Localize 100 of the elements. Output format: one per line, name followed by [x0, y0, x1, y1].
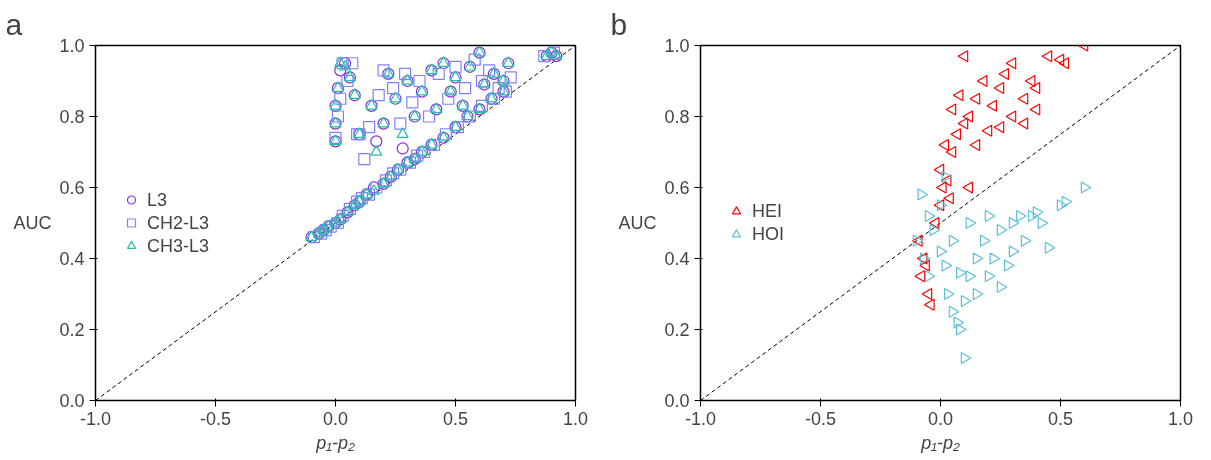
point	[943, 192, 954, 205]
y-tick-label: 0.8	[59, 107, 85, 127]
point	[952, 89, 964, 102]
point	[468, 53, 481, 66]
point	[969, 138, 981, 151]
x-tick-label: -0.5	[804, 408, 837, 429]
point	[1015, 209, 1027, 222]
point	[962, 110, 974, 123]
y-tick-label: 0.6	[59, 178, 85, 198]
point	[979, 234, 991, 247]
point	[940, 174, 952, 187]
x-axis-title: p₁-p₂	[315, 432, 355, 453]
point	[1080, 181, 1092, 194]
point	[976, 74, 988, 88]
point	[346, 57, 359, 70]
point	[341, 74, 354, 88]
point	[334, 92, 347, 105]
point	[984, 270, 996, 283]
legend-label: HEI	[752, 200, 783, 222]
y-tick-label: 1.0	[664, 36, 690, 56]
point	[969, 92, 981, 105]
point	[399, 67, 412, 80]
point	[921, 287, 933, 301]
y-tick-label: 0.4	[664, 249, 690, 269]
legend-label: HOI	[752, 223, 785, 245]
y-tick-label: 0.0	[59, 391, 85, 411]
y-tick-label: 0.6	[664, 178, 690, 198]
point	[334, 64, 347, 77]
point	[1061, 195, 1073, 208]
point	[993, 121, 1005, 134]
point	[993, 82, 1005, 95]
point	[423, 110, 436, 123]
chart-title: a	[5, 7, 23, 41]
point	[1044, 241, 1056, 254]
point	[331, 110, 344, 123]
point	[413, 74, 426, 88]
x-axis-title: p₁-p₂	[920, 432, 960, 453]
point	[996, 224, 1008, 237]
x-tick-label: 0.0	[927, 408, 954, 429]
point	[998, 67, 1010, 80]
y-tick-label: 0.2	[664, 320, 690, 340]
point	[1008, 245, 1020, 258]
point	[370, 135, 383, 148]
y-axis-title: AUC	[618, 213, 657, 233]
x-tick-label: 1.0	[1167, 408, 1194, 429]
legend-label: CH2-L3	[147, 212, 210, 233]
point	[372, 89, 385, 102]
x-tick-label: 0.5	[442, 408, 469, 429]
legend-label: CH3-L3	[147, 235, 210, 256]
x-tick-label: -0.5	[199, 408, 232, 429]
point	[945, 145, 957, 159]
x-tick-label: -1.0	[684, 408, 717, 429]
y-tick-label: 0.0	[664, 391, 690, 411]
y-tick-label: 0.2	[59, 320, 85, 340]
y-tick-label: 0.4	[59, 249, 85, 269]
point	[1027, 209, 1039, 222]
point	[996, 280, 1008, 293]
point	[363, 121, 376, 134]
point	[957, 50, 969, 63]
point	[442, 92, 455, 105]
point	[396, 127, 409, 139]
point	[377, 64, 390, 77]
point	[950, 128, 962, 141]
point	[1020, 234, 1032, 247]
x-tick-label: 1.0	[562, 408, 589, 429]
point	[938, 138, 950, 151]
point	[989, 252, 1001, 265]
point	[962, 181, 974, 194]
point	[459, 82, 472, 95]
point	[492, 82, 505, 95]
point	[1037, 216, 1049, 230]
point	[945, 103, 957, 116]
point	[358, 153, 371, 166]
point	[504, 71, 517, 84]
y-tick-label: 1.0	[59, 36, 85, 56]
point	[957, 117, 969, 130]
point	[1008, 216, 1020, 230]
chart-title: b	[610, 7, 628, 41]
point	[981, 124, 993, 137]
point	[935, 181, 947, 194]
point	[986, 99, 998, 112]
point	[928, 216, 940, 230]
x-tick-label: -1.0	[79, 408, 112, 429]
point	[923, 298, 935, 311]
point	[483, 64, 496, 77]
point	[406, 96, 419, 109]
point	[396, 142, 409, 155]
point	[914, 270, 926, 283]
point	[394, 117, 407, 130]
y-tick-label: 0.8	[664, 107, 690, 127]
point	[933, 163, 945, 176]
legend-label: L3	[147, 189, 168, 210]
point	[387, 82, 400, 95]
point	[1056, 199, 1068, 212]
point	[1003, 259, 1015, 272]
point	[972, 287, 984, 301]
point	[919, 259, 930, 272]
point	[370, 145, 383, 156]
y-axis-title: AUC	[13, 213, 52, 233]
x-tick-label: 0.5	[1047, 408, 1074, 429]
